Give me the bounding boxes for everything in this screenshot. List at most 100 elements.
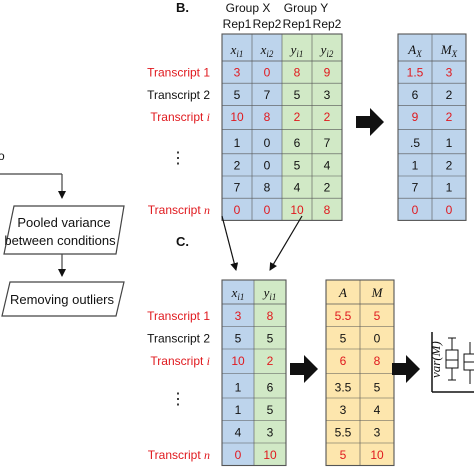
block-arrow-b — [356, 108, 384, 136]
table-cell: 10 — [290, 203, 304, 217]
replicate-label: Rep2 — [253, 17, 282, 31]
table-cell: 5 — [374, 309, 381, 323]
table-cell: 0 — [412, 203, 419, 217]
table-cell: 0 — [264, 158, 271, 172]
arrow-b-to-c-y — [269, 215, 303, 271]
table-cell: 9 — [412, 110, 419, 124]
replicate-label: Rep1 — [223, 17, 252, 31]
table-cell: 5 — [340, 448, 347, 462]
table-cell: 5 — [374, 380, 381, 394]
flowchart-fragment: o Pooled variance between conditions Rem… — [0, 149, 125, 317]
table-column-fill — [360, 280, 394, 466]
table-cell: 0 — [374, 331, 381, 345]
boxplot-box — [445, 349, 459, 369]
table-cell: 0 — [264, 66, 271, 80]
table-column-fill — [254, 280, 286, 466]
table-cell: 3 — [324, 88, 331, 102]
table-cell: 8 — [267, 309, 274, 323]
var-m-axis-label: var(M) — [428, 341, 443, 378]
row-label: Transcript i — [150, 110, 210, 124]
table-cell: 1 — [412, 158, 419, 172]
block-arrow-c-2 — [392, 355, 420, 383]
table-cell: 2 — [446, 158, 453, 172]
panel-b-label: B. — [176, 0, 189, 15]
table-cell: 4 — [374, 403, 381, 417]
row-label: Transcript 1 — [147, 66, 210, 80]
table-cell: 5 — [340, 331, 347, 345]
table-cell: 10 — [230, 110, 244, 124]
table-column-fill — [222, 34, 252, 221]
row-label: Transcript 1 — [147, 309, 210, 323]
row-label: Transcript n — [148, 203, 210, 217]
table-cell: 4 — [235, 425, 242, 439]
flow-fragment-text: o — [0, 149, 5, 163]
table-cell: .5 — [410, 136, 420, 150]
arrow-b-to-c-x — [221, 215, 239, 271]
table-column-fill — [222, 280, 254, 466]
column-header: yi1 — [289, 42, 304, 59]
table-cell: 4 — [294, 181, 301, 195]
table-cell: 1.5 — [407, 66, 424, 80]
column-header: xi2 — [260, 42, 274, 59]
table-cell: 5 — [294, 158, 301, 172]
table-border — [221, 33, 343, 221]
table-cell: 2 — [234, 158, 241, 172]
pooled-variance-label-1: Pooled variance — [17, 215, 110, 230]
table-cell: 6 — [340, 354, 347, 368]
table-cell: 8 — [264, 181, 271, 195]
vertical-ellipsis: ⋮ — [170, 391, 186, 408]
table-cell: 6 — [294, 136, 301, 150]
column-header: yi2 — [319, 42, 334, 59]
row-label: Transcript i — [150, 354, 210, 368]
table-cell: 7 — [412, 181, 419, 195]
pooled-variance-label-2: between conditions — [4, 233, 116, 248]
removing-outliers-step — [1, 281, 125, 317]
table-cell: 1 — [235, 380, 242, 394]
table-cell: 0 — [446, 203, 453, 217]
group-x-label: Group X — [226, 1, 271, 15]
column-header: A — [338, 285, 347, 300]
table-cell: 8 — [294, 66, 301, 80]
panel-c-expression-table: xi1 yi1 3 8 5 5 10 2 1 6 1 5 4 3 0 10 — [221, 279, 287, 467]
block-arrow-c-1 — [290, 355, 318, 383]
table-cell: 6 — [267, 380, 274, 394]
table-cell: 3 — [340, 403, 347, 417]
panel-c-row-labels: Transcript 1 Transcript 2 Transcript i Tran… — [147, 309, 210, 462]
table-column-fill — [326, 280, 360, 466]
replicate-labels: Rep1 Rep2 Rep1 Rep2 — [223, 17, 342, 31]
removing-outliers-label: Removing outliers — [10, 292, 115, 307]
table-cell: 10 — [231, 354, 245, 368]
group-y-label: Group Y — [284, 1, 328, 15]
table-border — [221, 279, 287, 467]
vertical-ellipsis: ⋮ — [170, 150, 186, 167]
table-cell: 5.5 — [335, 425, 352, 439]
column-header: yi1 — [262, 285, 277, 302]
table-column-fill — [282, 34, 312, 221]
table-cell: 0 — [234, 203, 241, 217]
table-cell: 3 — [267, 425, 274, 439]
table-cell: 0 — [264, 203, 271, 217]
row-label: Transcript 2 — [147, 88, 210, 102]
table-cell: 5 — [294, 88, 301, 102]
variance-boxplot-fragment: var(M) — [428, 332, 474, 393]
table-cell: 3.5 — [335, 380, 352, 394]
column-header: xi1 — [230, 42, 244, 59]
column-header: AX — [407, 42, 422, 59]
panel-b-row-labels: Transcript 1 Transcript 2 Transcript i Tran… — [147, 66, 210, 217]
table-cell: 3 — [235, 309, 242, 323]
column-header: M — [371, 285, 384, 300]
table-column-fill — [432, 34, 466, 221]
table-column-fill — [252, 34, 282, 221]
table-border — [397, 33, 467, 221]
table-column-fill — [398, 34, 432, 221]
table-cell: 0 — [264, 136, 271, 150]
table-cell: 10 — [370, 448, 384, 462]
panel-b-am-table: AX MX 1.5 3 6 2 9 2 .5 1 1 2 7 1 0 0 — [397, 33, 467, 221]
table-cell: 7 — [264, 88, 271, 102]
panel-c-label: C. — [176, 234, 189, 249]
table-cell: 2 — [267, 354, 274, 368]
row-label: Transcript 2 — [147, 331, 210, 345]
table-column-fill — [312, 34, 342, 221]
